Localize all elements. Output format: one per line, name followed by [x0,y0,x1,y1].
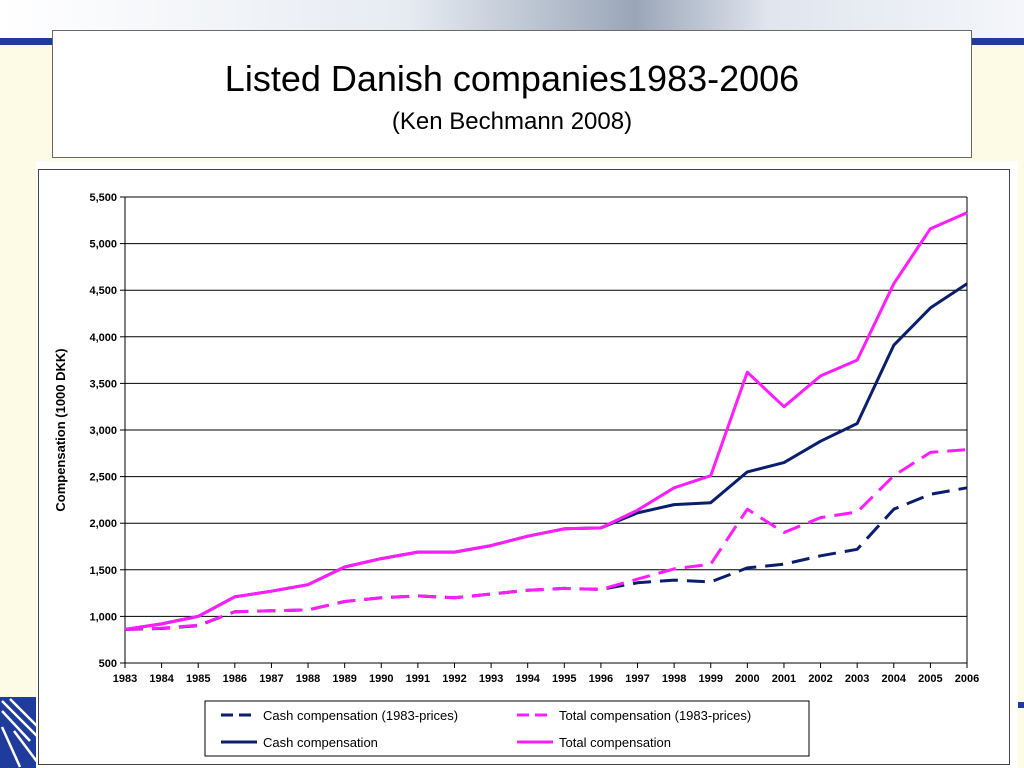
x-tick-label: 1987 [259,673,283,685]
y-tick-label: 3,500 [89,378,117,390]
x-tick-label: 1983 [113,673,137,685]
y-tick-labels: 500 1,000 1,500 2,000 2,500 3,000 3,500 4,000 4,… [89,192,117,670]
x-tick-label: 1996 [589,673,613,685]
y-tick-label: 500 [99,658,117,670]
y-tick-label: 5,000 [89,239,117,251]
x-tick-label: 1994 [515,673,540,685]
x-tick-label: 1997 [625,673,649,685]
chart-frame: 500 1,000 1,500 2,000 2,500 3,000 3,500 4,000 4,… [38,169,1010,765]
x-tick-label: 2003 [845,673,869,685]
y-tick-label: 5,500 [89,192,117,204]
legend-label: Cash compensation (1983-prices) [263,708,458,723]
axes [120,196,968,668]
series-line [124,486,968,631]
y-tick-label: 2,500 [89,472,117,484]
x-tick-label: 1993 [479,673,503,685]
y-tick-label: 4,500 [89,285,117,297]
grid-lines [125,196,967,664]
legend: Cash compensation (1983-prices) Total com… [204,700,810,757]
page-title: Listed Danish companies1983-2006 [224,58,800,99]
logo [0,697,40,768]
x-tick-label: 2006 [955,673,979,685]
x-tick-label: 2000 [735,673,759,685]
y-axis-label: Compensation (1000 DKK) [53,348,68,511]
x-tick-label: 1988 [296,673,320,685]
page-subtitle: (Ken Bechmann 2008) [391,108,633,135]
line-chart: 500 1,000 1,500 2,000 2,500 3,000 3,500 4,000 4,… [53,192,979,757]
x-tick-label: 2004 [882,673,907,685]
x-tick-label: 1989 [332,673,356,685]
legend-label: Cash compensation [263,735,378,750]
legend-label: Total compensation (1983-prices) [559,708,751,723]
title-box: Listed Danish companies1983-2006 (Ken Be… [52,30,972,158]
x-tick-label: 1995 [552,673,576,685]
y-tick-label: 3,000 [89,425,117,437]
legend-label: Total compensation [559,735,671,750]
x-tick-label: 1998 [662,673,686,685]
y-tick-label: 2,000 [89,518,117,530]
series-line [124,448,968,631]
x-tick-label: 1984 [149,673,174,685]
x-tick-label: 1986 [223,673,247,685]
legend-box [204,700,810,757]
series-line [124,282,968,631]
x-tick-label: 1991 [406,673,430,685]
x-tick-labels: 1983 1984 1985 1986 1987 1988 1989 1990 1991 1992… [113,673,979,685]
x-tick-label: 2005 [918,673,942,685]
x-tick-label: 2002 [808,673,832,685]
x-tick-label: 1999 [698,673,722,685]
x-tick-label: 1990 [369,673,393,685]
y-tick-label: 1,000 [89,611,117,623]
series-lines [124,211,968,631]
series-line [124,211,968,631]
x-tick-label: 1985 [186,673,210,685]
y-tick-label: 4,000 [89,332,117,344]
x-tick-label: 2001 [772,673,796,685]
x-tick-label: 1992 [442,673,466,685]
y-tick-label: 1,500 [89,565,117,577]
